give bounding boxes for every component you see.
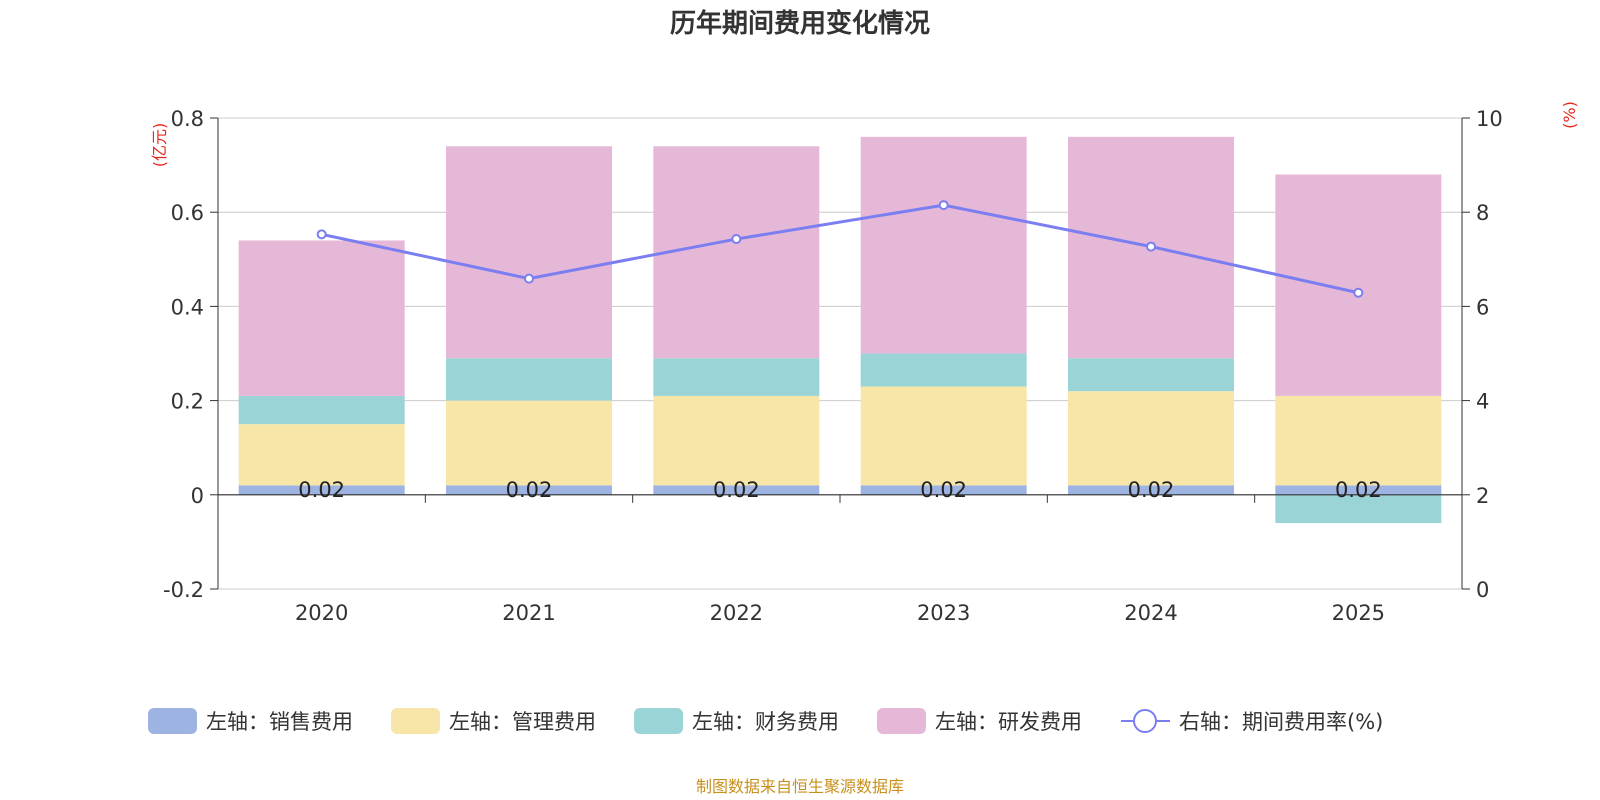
category-label-2024: 2024 — [1124, 601, 1177, 625]
left-tick-label: -0.2 — [163, 578, 204, 602]
chart-title: 历年期间费用变化情况 — [670, 8, 930, 39]
data-label-2020: 0.02 — [298, 478, 345, 502]
legend-label: 左轴：研发费用 — [935, 710, 1082, 734]
bar-2023-series-0 — [860, 485, 1027, 495]
right-tick-label: 2 — [1476, 484, 1489, 508]
category-label-2023: 2023 — [917, 601, 970, 625]
bars — [238, 136, 1442, 524]
category-label-2022: 2022 — [710, 601, 763, 625]
data-label-2025: 0.02 — [1335, 478, 1382, 502]
bar-2025-series-3 — [1275, 174, 1442, 396]
rate-point-2025 — [1353, 287, 1364, 298]
legend-item-3[interactable]: 左轴：研发费用 — [877, 708, 1082, 734]
left-axis-unit: (亿元) — [150, 123, 169, 168]
bar-2022-series-0 — [653, 485, 820, 495]
bar-2020-series-1 — [238, 424, 405, 486]
left-tick-label: 0.8 — [171, 107, 204, 131]
bar-2021-series-2 — [446, 358, 612, 401]
data-label-2022: 0.02 — [713, 478, 760, 502]
bar-2025-series-2 — [1275, 494, 1442, 524]
data-source-note: 制图数据来自恒生聚源数据库 — [696, 777, 904, 796]
bar-2020-series-3 — [238, 240, 405, 396]
legend-label: 左轴：销售费用 — [206, 710, 353, 734]
bar-2023-series-1 — [860, 386, 1027, 486]
bar-2023-series-3 — [860, 136, 1027, 354]
left-tick-label: 0.4 — [171, 295, 204, 319]
legend-swatch — [148, 708, 197, 734]
legend-swatch — [877, 708, 926, 734]
data-labels: 0.02 0.02 0.02 0.02 0.02 0.02 — [298, 478, 1381, 502]
legend-item-4[interactable]: 右轴：期间费用率(%) — [1121, 709, 1383, 734]
right-tick-label: 8 — [1476, 201, 1489, 225]
left-tick-label: 0.2 — [171, 390, 204, 414]
legend-label: 左轴：财务费用 — [692, 710, 839, 734]
left-tick-label: 0 — [191, 484, 204, 508]
legend-label: 左轴：管理费用 — [449, 710, 596, 734]
right-tick-label: 10 — [1476, 107, 1503, 131]
bar-2020-series-2 — [238, 395, 405, 425]
legend[interactable]: 左轴：销售费用 左轴：管理费用 左轴：财务费用 左轴：研发费用 右轴：期间费用率(%) — [148, 708, 1383, 734]
bar-2022-series-2 — [653, 358, 820, 396]
data-label-2023: 0.02 — [920, 478, 967, 502]
rate-point-2021 — [524, 273, 534, 284]
right-tick-label: 0 — [1476, 578, 1489, 602]
legend-item-0[interactable]: 左轴：销售费用 — [148, 708, 353, 734]
rate-line — [316, 200, 1364, 298]
bar-2021-series-3 — [446, 146, 612, 359]
category-label-2021: 2021 — [502, 601, 555, 625]
legend-swatch — [391, 708, 440, 734]
bar-2022-series-3 — [653, 146, 820, 359]
bar-2025-series-1 — [1275, 395, 1442, 486]
right-axis-unit: (%) — [1560, 101, 1579, 129]
bar-2020-series-0 — [238, 485, 405, 495]
rate-point-2023 — [938, 200, 949, 211]
left-tick-label: 0.6 — [171, 201, 204, 225]
bar-2024-series-1 — [1068, 391, 1234, 486]
bar-2024-series-2 — [1068, 358, 1234, 392]
bar-2022-series-1 — [653, 395, 820, 486]
legend-label: 右轴：期间费用率(%) — [1179, 710, 1383, 734]
legend-item-1[interactable]: 左轴：管理费用 — [391, 708, 596, 734]
category-label-2020: 2020 — [295, 601, 348, 625]
legend-swatch — [634, 708, 683, 734]
category-label-2025: 2025 — [1332, 601, 1385, 625]
rate-point-2024 — [1146, 241, 1156, 252]
bar-2025-series-0 — [1275, 485, 1442, 495]
rate-line-path — [321, 203, 1359, 295]
legend-item-2[interactable]: 左轴：财务费用 — [634, 708, 839, 734]
right-tick-label: 6 — [1476, 295, 1489, 319]
bar-2023-series-2 — [860, 353, 1027, 387]
bar-2021-series-1 — [446, 400, 612, 486]
rate-point-2022 — [731, 234, 742, 245]
bar-2024-series-0 — [1068, 485, 1234, 495]
right-tick-label: 4 — [1476, 390, 1489, 414]
legend-marker — [1133, 709, 1157, 733]
rate-point-2020 — [316, 229, 327, 240]
bar-2021-series-0 — [446, 485, 612, 495]
data-label-2021: 0.02 — [506, 478, 553, 502]
data-label-2024: 0.02 — [1128, 478, 1175, 502]
